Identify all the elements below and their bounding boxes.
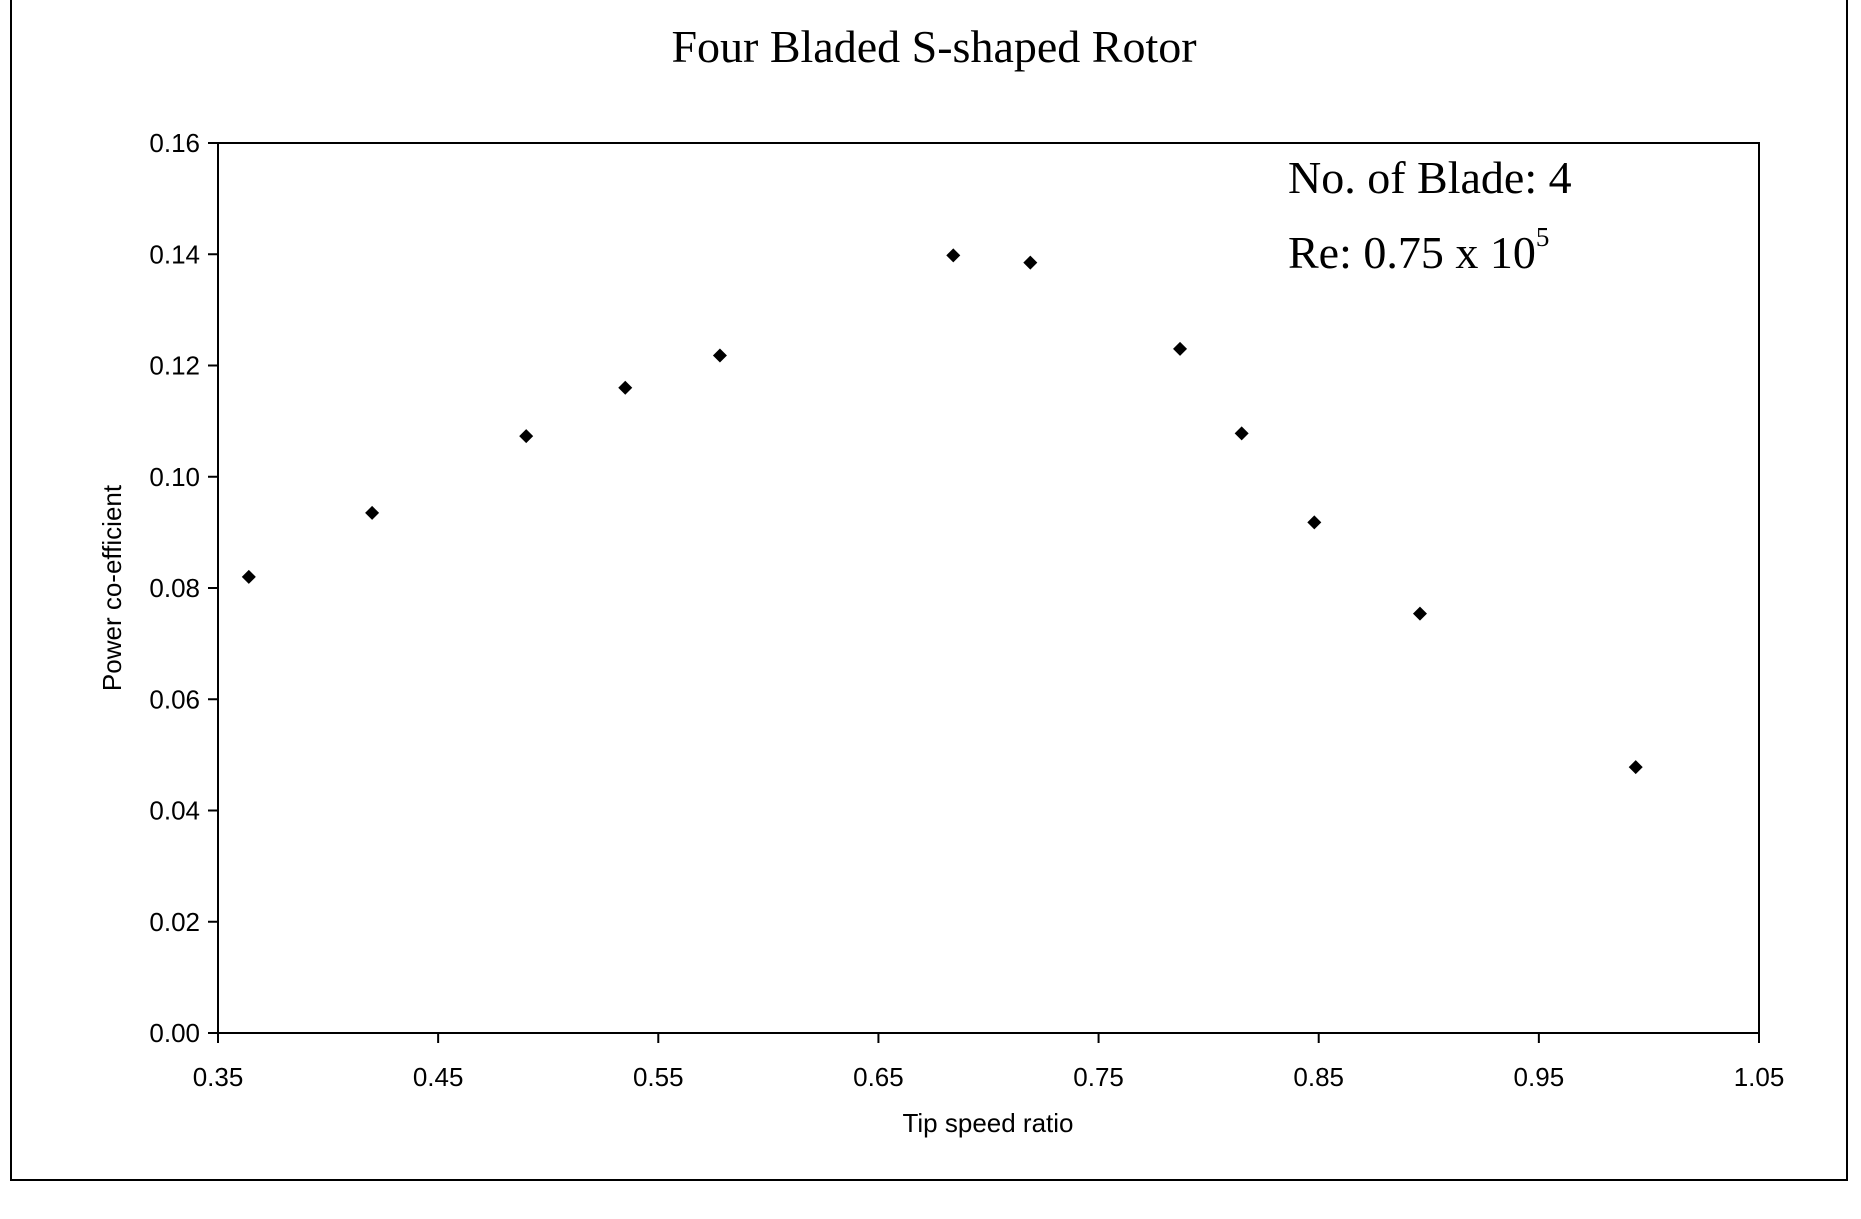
- y-tick-label: 0.16: [149, 128, 200, 158]
- x-tick-label: 0.35: [193, 1062, 244, 1092]
- data-point: [1628, 760, 1643, 775]
- data-point: [1023, 255, 1038, 270]
- x-axis-label: Tip speed ratio: [902, 1108, 1073, 1138]
- y-tick-label: 0.08: [149, 573, 200, 603]
- data-point: [1173, 341, 1188, 356]
- x-tick-label: 0.85: [1293, 1062, 1344, 1092]
- x-tick-label: 0.75: [1073, 1062, 1124, 1092]
- x-tick-label: 0.65: [853, 1062, 904, 1092]
- x-tick-label: 1.05: [1734, 1062, 1785, 1092]
- reynolds-exponent: 5: [1536, 222, 1550, 252]
- y-axis-label: Power co-efficient: [97, 484, 127, 691]
- data-point: [365, 505, 380, 520]
- annotation-reynolds: Re: 0.75 x 105: [1288, 222, 1549, 278]
- y-tick-label: 0.02: [149, 907, 200, 937]
- y-tick-label: 0.00: [149, 1018, 200, 1048]
- x-tick-label: 0.55: [633, 1062, 684, 1092]
- x-axis: 0.35 0.45 0.55 0.65 0.75 0.85 0.95 1.05: [193, 1033, 1785, 1092]
- y-tick-label: 0.10: [149, 462, 200, 492]
- reynolds-base: Re: 0.75 x 10: [1288, 227, 1536, 278]
- data-point: [946, 248, 961, 263]
- data-point: [1307, 515, 1322, 530]
- data-points: [241, 248, 1643, 775]
- data-point: [1412, 606, 1427, 621]
- y-tick-label: 0.06: [149, 684, 200, 714]
- x-tick-label: 0.45: [413, 1062, 464, 1092]
- data-point: [519, 429, 534, 444]
- data-point: [618, 380, 633, 395]
- x-tick-label: 0.95: [1514, 1062, 1565, 1092]
- y-tick-label: 0.12: [149, 351, 200, 381]
- y-tick-label: 0.14: [149, 239, 200, 269]
- y-axis: 0.00 0.02 0.04 0.06 0.08 0.10 0.12 0.14 0.16: [149, 128, 218, 1048]
- y-tick-label: 0.04: [149, 796, 200, 826]
- plot-area: [217, 142, 1760, 1034]
- annotation-blades: No. of Blade: 4: [1288, 152, 1572, 203]
- data-point: [712, 348, 727, 363]
- chart-title: Four Bladed S-shaped Rotor: [671, 21, 1196, 72]
- data-point: [241, 569, 256, 584]
- data-point: [1234, 426, 1249, 441]
